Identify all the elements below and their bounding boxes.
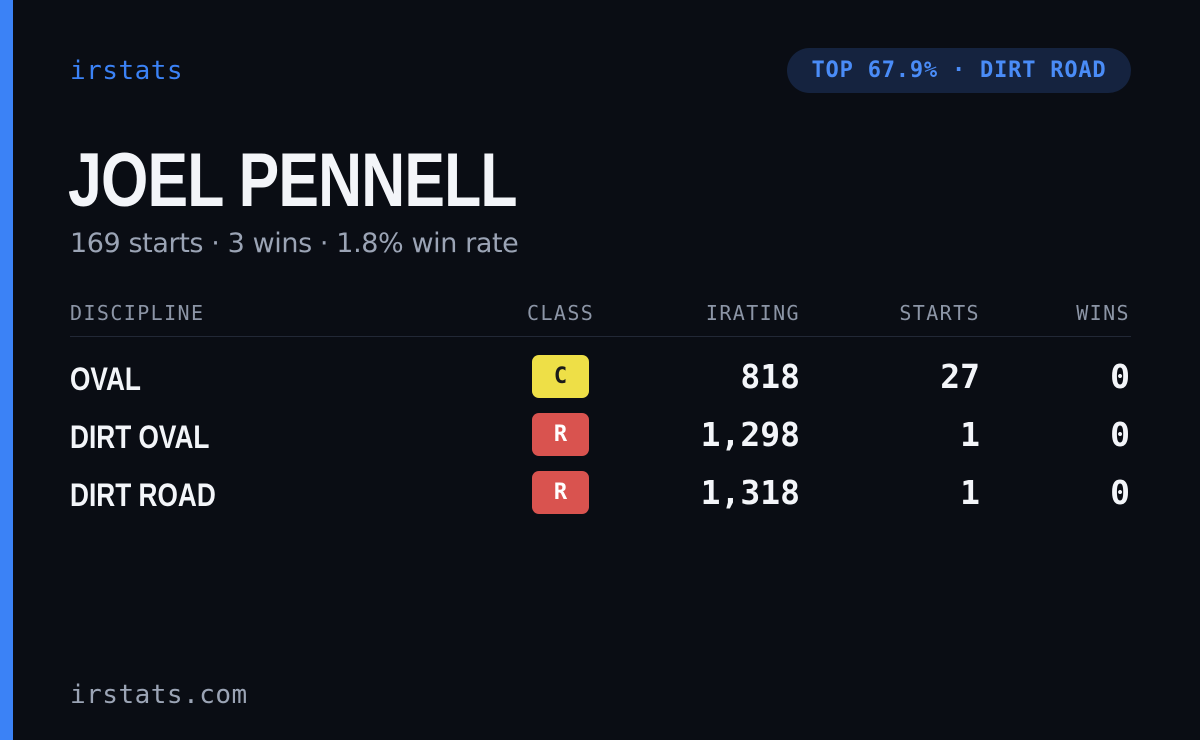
starts-value: 1 <box>960 415 980 454</box>
wins-value: 0 <box>1110 357 1130 396</box>
discipline-name: OVAL <box>70 361 141 397</box>
table-row: DIRT ROAD R 1,318 1 0 <box>70 469 1131 527</box>
table-row: DIRT OVAL R 1,298 1 0 <box>70 411 1131 469</box>
license-class-badge: C <box>532 355 589 398</box>
header-starts: STARTS <box>899 301 980 325</box>
license-class-badge: R <box>532 413 589 456</box>
rank-badge: TOP 67.9% · DIRT ROAD <box>787 48 1131 93</box>
discipline-table: DISCIPLINE CLASS IRATING STARTS WINS OVA… <box>70 296 1131 514</box>
table-body: OVAL C 818 27 0 DIRT OVAL R 1,298 1 0 DI… <box>70 353 1131 527</box>
header-discipline: DISCIPLINE <box>70 301 205 325</box>
driver-name: JOEL PENNELL <box>68 138 518 223</box>
starts-value: 27 <box>940 357 980 396</box>
wins-value: 0 <box>1110 473 1130 512</box>
irating-value: 1,318 <box>700 473 800 512</box>
license-class-badge: R <box>532 471 589 514</box>
discipline-name: DIRT OVAL <box>70 419 210 455</box>
header-class: CLASS <box>527 301 595 325</box>
irating-value: 818 <box>740 357 800 396</box>
driver-summary: 169 starts · 3 wins · 1.8% win rate <box>70 228 519 259</box>
table-row: OVAL C 818 27 0 <box>70 353 1131 411</box>
starts-value: 1 <box>960 473 980 512</box>
accent-bar <box>0 0 13 740</box>
table-header-row: DISCIPLINE CLASS IRATING STARTS WINS <box>70 296 1131 337</box>
wins-value: 0 <box>1110 415 1130 454</box>
brand-logo-text: irstats <box>70 56 184 86</box>
footer-url: irstats.com <box>70 680 248 710</box>
irating-value: 1,298 <box>700 415 800 454</box>
header-irating: IRATING <box>705 301 800 325</box>
discipline-name: DIRT ROAD <box>70 477 216 513</box>
header-wins: WINS <box>1076 301 1130 325</box>
